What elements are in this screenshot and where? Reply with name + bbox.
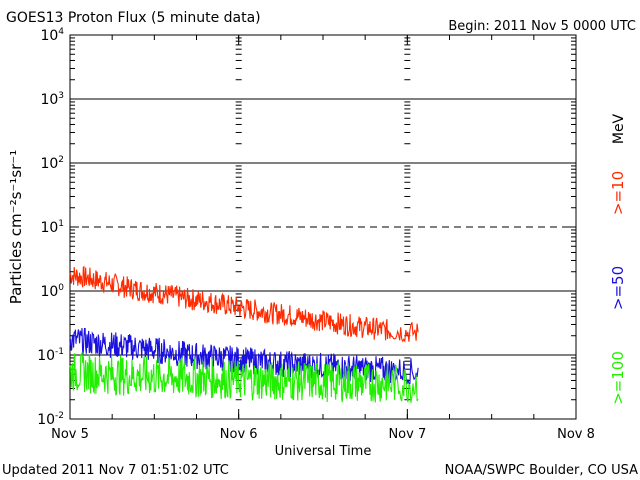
y-tick-label: 100 [40,283,64,300]
legend-entry-10: >=10 [609,171,627,215]
chart-title: GOES13 Proton Flux (5 minute data) [6,10,261,26]
y-tick-label: 104 [40,27,64,44]
legend-entry-50: >=50 [609,266,627,310]
updated-timestamp: Updated 2011 Nov 7 01:51:02 UTC [2,463,229,478]
y-axis-label: Particles cm⁻²s⁻¹sr⁻¹ [7,150,25,304]
legend-entry-100: >=100 [609,351,627,405]
y-tick-label: 101 [40,219,64,236]
x-axis-label: Universal Time [275,444,372,459]
y-tick-label: 10-1 [37,347,64,364]
y-tick-label: 103 [40,91,64,108]
x-tick-label: Nov 5 [51,427,89,442]
legend-unit: MeV [611,113,627,144]
y-tick-label: 10-2 [37,411,64,428]
series-line-ge50 [69,328,419,385]
series-line-ge10 [69,265,419,343]
energy-legend: MeV >=10 >=50 >=100 [609,113,627,404]
x-tick-label: Nov 6 [220,427,258,442]
series-line-ge100 [69,351,419,403]
plot-area [69,34,577,420]
y-tick-label: 102 [40,155,64,172]
begin-label: Begin: 2011 Nov 5 0000 UTC [448,19,636,34]
x-tick-label: Nov 7 [388,427,426,442]
x-tick-label: Nov 8 [557,427,595,442]
credit-label: NOAA/SWPC Boulder, CO USA [445,463,638,478]
